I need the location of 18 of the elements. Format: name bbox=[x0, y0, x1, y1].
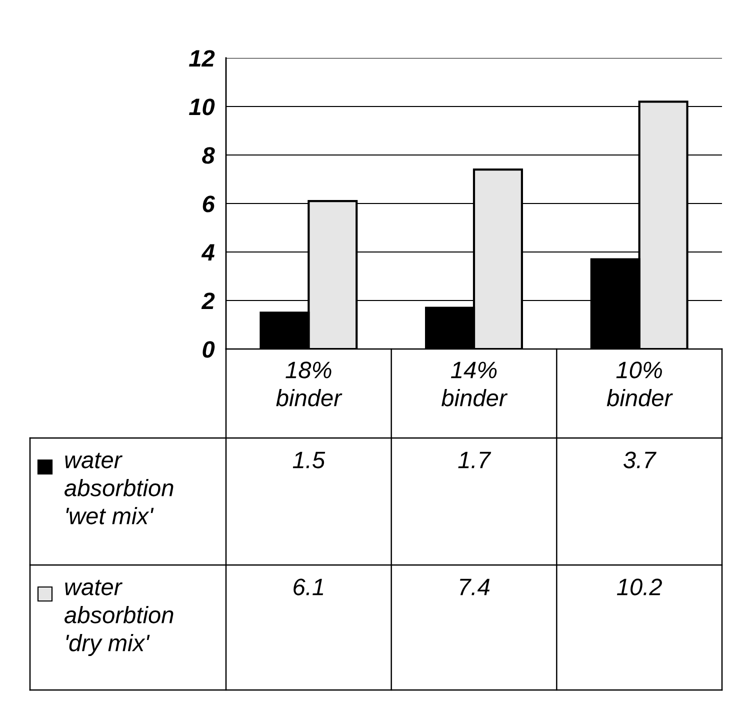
y-tick-label: 4 bbox=[201, 244, 214, 261]
data-label: 10.2 bbox=[616, 578, 662, 596]
data-label: 7.4 bbox=[460, 578, 490, 596]
y-tick-label: 0 bbox=[202, 341, 215, 358]
y-tick-label: 8 bbox=[202, 147, 215, 164]
data-label: 1.5 bbox=[292, 452, 326, 468]
data-label: 6.1 bbox=[294, 578, 324, 596]
y-tick-label: 12 bbox=[189, 50, 215, 67]
x-tick-label: 14% binder bbox=[442, 362, 508, 406]
data-label: 1.7 bbox=[458, 452, 492, 468]
y-tick-label: 10 bbox=[189, 98, 215, 116]
data-label: 3.7 bbox=[623, 452, 656, 468]
legend-label: water absorbtion 'dry mix' bbox=[64, 580, 174, 656]
y-tick-label: 2 bbox=[201, 292, 215, 310]
y-tick-label: 6 bbox=[202, 196, 216, 212]
x-tick-label: 10% binder bbox=[606, 362, 673, 406]
legend-label: water absorbtion 'wet mix' bbox=[64, 452, 174, 524]
x-tick-label: 18% binder bbox=[276, 362, 342, 406]
